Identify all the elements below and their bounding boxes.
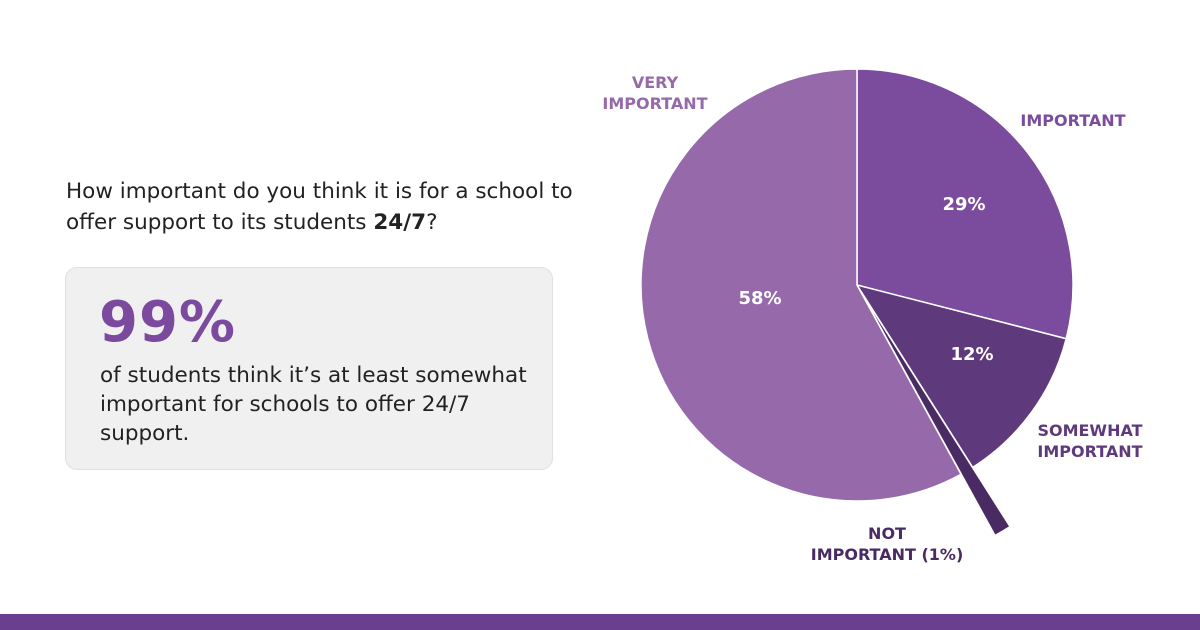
stat-card: 99% of students think it’s at least some… — [65, 267, 553, 470]
pie-category-label: SOMEWHAT IMPORTANT — [1037, 421, 1142, 461]
bottom-accent-bar — [0, 614, 1200, 630]
pie-category-label: IMPORTANT — [1020, 111, 1125, 130]
question-emphasis: 24/7 — [373, 210, 427, 235]
pie-value-label: 29% — [942, 194, 985, 215]
pie-slice-important — [856, 68, 1074, 340]
pie-slice-not-important-1 — [860, 291, 1012, 537]
pie-value-label: 58% — [738, 288, 781, 309]
pie-category-label: NOT IMPORTANT (1%) — [811, 524, 964, 564]
question-end: ? — [426, 210, 438, 235]
survey-question: How important do you think it is for a s… — [66, 176, 626, 238]
pie-value-label: 12% — [950, 344, 993, 365]
stat-description: of students think it’s at least somewhat… — [100, 363, 527, 446]
stat-value: 99% — [99, 290, 237, 355]
pie-category-label: VERY IMPORTANT — [602, 73, 707, 113]
pie-slice-very-important — [640, 68, 963, 502]
pie-slice-somewhat-important — [855, 283, 1068, 469]
question-text: How important do you think it is for a s… — [66, 179, 573, 235]
